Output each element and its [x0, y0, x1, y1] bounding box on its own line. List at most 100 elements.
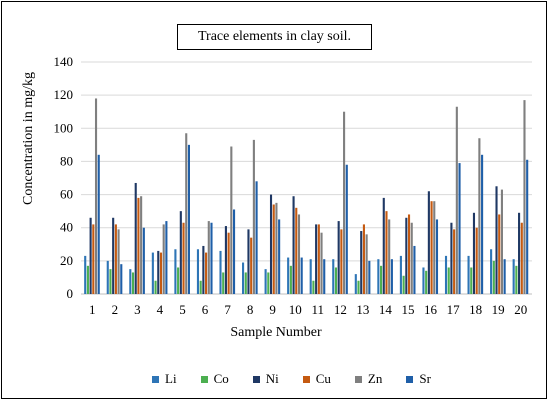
y-tick-label: 20 — [60, 253, 73, 268]
bar-cu-7 — [227, 232, 230, 294]
bar-ni-14 — [382, 197, 385, 294]
bar-co-1 — [86, 265, 89, 294]
legend-swatch — [302, 375, 310, 383]
bar-sr-20 — [526, 159, 529, 294]
bar-ni-20 — [518, 212, 521, 294]
bar-co-18 — [470, 267, 473, 294]
bar-zn-15 — [410, 222, 413, 294]
bar-zn-5 — [185, 133, 188, 294]
bar-ni-15 — [405, 217, 408, 294]
bar-co-19 — [492, 260, 495, 294]
bar-sr-13 — [368, 260, 371, 294]
bar-li-11 — [309, 259, 312, 294]
bar-co-10 — [289, 265, 292, 294]
bar-sr-19 — [503, 259, 506, 294]
bar-ni-17 — [450, 222, 453, 294]
bar-ni-9 — [269, 194, 273, 294]
bar-li-6 — [196, 249, 200, 294]
bar-li-2 — [106, 260, 109, 294]
x-tick-label: 6 — [202, 302, 209, 317]
bar-sr-12 — [345, 164, 348, 294]
bar-ni-10 — [292, 196, 295, 294]
x-tick-label: 15 — [401, 302, 414, 317]
y-tick-label: 100 — [54, 120, 74, 135]
bar-ni-2 — [112, 217, 115, 294]
bar-sr-14 — [390, 259, 393, 294]
bar-zn-19 — [500, 189, 503, 294]
bar-sr-17 — [458, 163, 461, 294]
bar-sr-16 — [435, 219, 439, 294]
legend-label: Zn — [367, 371, 383, 386]
bar-zn-1 — [94, 98, 98, 294]
bar-zn-17 — [455, 106, 458, 294]
x-tick-label: 4 — [157, 302, 164, 317]
bar-ni-16 — [427, 191, 430, 294]
bar-zn-8 — [252, 139, 255, 294]
bar-cu-17 — [453, 229, 456, 294]
y-axis-label: Concentration in mg/kg — [21, 72, 36, 205]
legend-label: Li — [165, 371, 177, 386]
bar-sr-1 — [97, 154, 100, 294]
chart-legend: Li Co Ni Cu Zn Sr — [152, 371, 449, 387]
bar-sr-9 — [278, 219, 281, 294]
bar-li-1 — [84, 255, 87, 294]
x-tick-label: 18 — [469, 302, 482, 317]
x-tick-label: 8 — [247, 302, 254, 317]
bar-zn-9 — [275, 202, 278, 294]
bar-co-6 — [199, 280, 202, 294]
bar-zn-7 — [230, 146, 233, 294]
bar-li-14 — [377, 259, 380, 294]
x-tick-label: 1 — [89, 302, 96, 317]
bar-zn-6 — [207, 221, 210, 294]
bar-co-12 — [334, 267, 338, 294]
bar-zn-4 — [162, 224, 165, 294]
bar-sr-4 — [165, 221, 168, 294]
y-tick-label: 40 — [60, 220, 73, 235]
x-tick-label: 5 — [179, 302, 186, 317]
legend-label: Ni — [265, 371, 279, 386]
legend-label: Cu — [315, 371, 331, 386]
bar-li-17 — [444, 255, 448, 294]
bar-ni-5 — [179, 211, 182, 294]
bar-sr-6 — [210, 222, 213, 294]
x-tick-label: 9 — [269, 302, 276, 317]
x-tick-label: 13 — [356, 302, 369, 317]
y-tick-label: 0 — [67, 286, 74, 301]
bar-li-13 — [354, 274, 357, 294]
bar-sr-15 — [413, 245, 416, 294]
bar-zn-10 — [297, 214, 301, 294]
bar-ni-3 — [134, 182, 137, 294]
bar-ni-1 — [89, 217, 92, 294]
legend-swatch — [354, 375, 362, 383]
bar-zn-13 — [365, 234, 368, 294]
bar-ni-18 — [472, 212, 476, 294]
bar-cu-12 — [340, 229, 343, 294]
bar-sr-7 — [232, 209, 236, 294]
bar-zn-18 — [478, 138, 481, 294]
bar-sr-8 — [255, 181, 258, 294]
y-tick-label: 140 — [54, 54, 74, 69]
bar-ni-11 — [315, 224, 318, 294]
bar-co-17 — [447, 267, 450, 294]
bar-cu-9 — [272, 204, 275, 294]
legend-item-co: Co — [200, 371, 229, 387]
bar-zn-3 — [140, 196, 143, 294]
bar-cu-13 — [362, 224, 365, 294]
bar-sr-5 — [187, 144, 190, 294]
legend-item-ni: Ni — [252, 371, 279, 387]
bar-co-16 — [425, 270, 428, 294]
bar-ni-19 — [495, 186, 498, 294]
y-tick-label: 80 — [60, 153, 73, 168]
x-tick-label: 7 — [224, 302, 231, 317]
bar-li-8 — [242, 262, 245, 294]
bar-zn-14 — [388, 219, 391, 294]
bar-co-13 — [357, 280, 360, 294]
bar-zn-11 — [320, 232, 323, 294]
legend-swatch — [200, 375, 208, 383]
bar-li-12 — [332, 259, 335, 294]
bar-co-7 — [222, 272, 225, 294]
bar-li-18 — [467, 255, 470, 294]
bar-ni-8 — [247, 229, 250, 294]
